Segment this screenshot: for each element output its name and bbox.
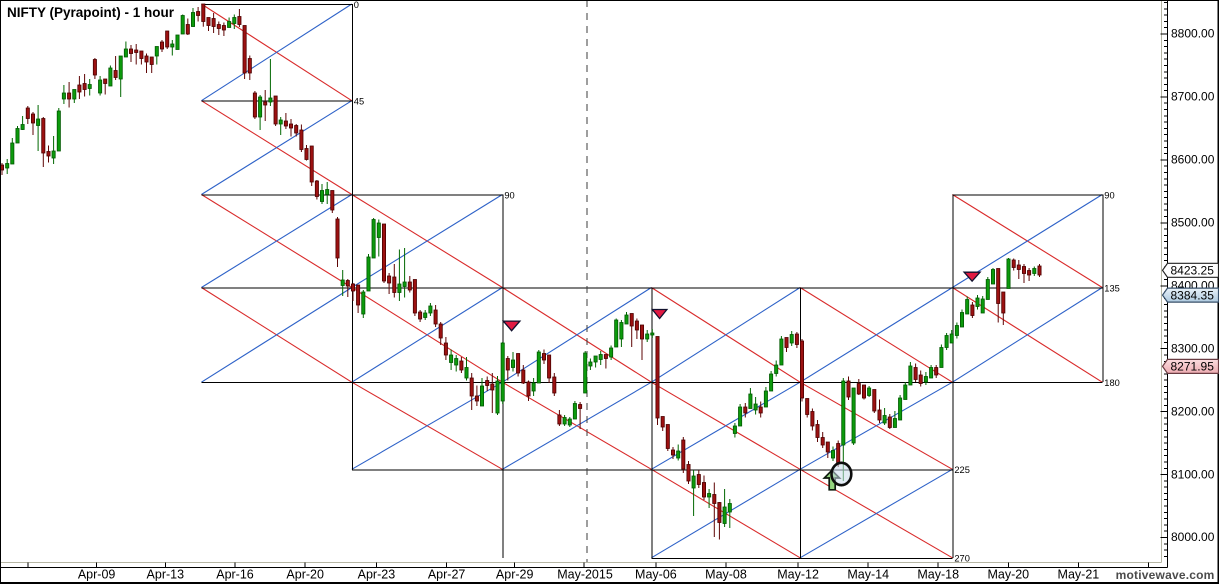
svg-text:135: 135 [1104,283,1120,293]
svg-text:8384.35: 8384.35 [1171,288,1215,302]
svg-text:8271.95: 8271.95 [1171,360,1215,374]
svg-text:270: 270 [954,554,970,564]
svg-text:Apr-09: Apr-09 [78,568,116,582]
svg-text:Apr-23: Apr-23 [358,568,396,582]
svg-text:8700.00: 8700.00 [1171,90,1215,104]
svg-text:Apr-27: Apr-27 [428,568,466,582]
svg-text:May-18: May-18 [917,568,959,582]
svg-text:8100.00: 8100.00 [1171,467,1215,481]
svg-text:May-14: May-14 [847,568,889,582]
svg-text:180: 180 [1104,378,1120,388]
svg-text:8300.00: 8300.00 [1171,341,1215,355]
svg-text:225: 225 [954,465,970,475]
svg-text:May-20: May-20 [987,568,1029,582]
svg-text:May-08: May-08 [705,568,747,582]
svg-text:May-21: May-21 [1058,568,1100,582]
svg-text:Apr-29: Apr-29 [496,568,534,582]
svg-text:90: 90 [504,190,514,200]
svg-text:Apr-16: Apr-16 [216,568,254,582]
svg-text:8500.00: 8500.00 [1171,216,1215,230]
svg-text:8000.00: 8000.00 [1171,530,1215,544]
svg-text:90: 90 [1104,190,1114,200]
svg-text:Apr-13: Apr-13 [147,568,185,582]
svg-text:May-2015: May-2015 [557,568,613,582]
svg-text:motivewave.com: motivewave.com [1116,568,1215,582]
svg-text:8423.25: 8423.25 [1171,264,1215,278]
svg-text:8800.00: 8800.00 [1171,27,1215,41]
svg-text:NIFTY (Pyrapoint) - 1 hour: NIFTY (Pyrapoint) - 1 hour [7,5,175,20]
svg-text:8200.00: 8200.00 [1171,404,1215,418]
svg-text:May-12: May-12 [777,568,819,582]
svg-text:0: 0 [354,0,359,10]
svg-text:May-06: May-06 [635,568,677,582]
svg-text:Apr-20: Apr-20 [286,568,324,582]
svg-text:8600.00: 8600.00 [1171,153,1215,167]
svg-text:45: 45 [354,97,364,107]
